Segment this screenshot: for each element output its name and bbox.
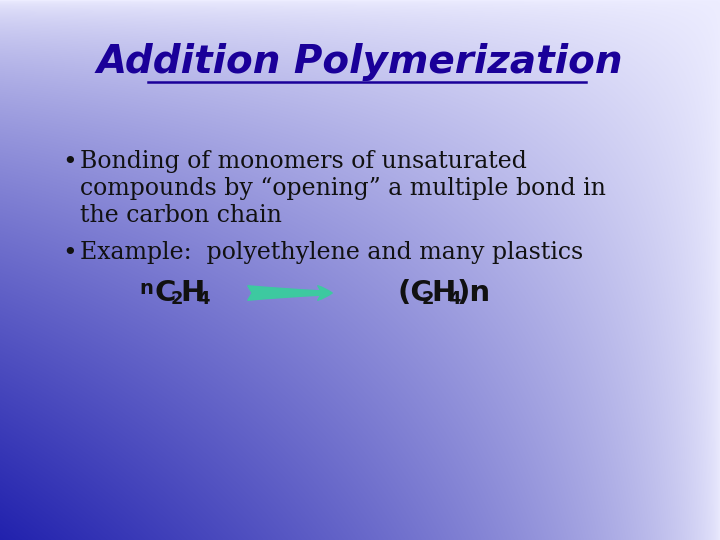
Text: Bonding of monomers of unsaturated: Bonding of monomers of unsaturated xyxy=(80,150,527,173)
Text: H: H xyxy=(180,279,204,307)
Text: 4: 4 xyxy=(197,290,210,308)
Text: •: • xyxy=(62,241,77,265)
Text: 2: 2 xyxy=(171,290,184,308)
Text: compounds by “opening” a multiple bond in: compounds by “opening” a multiple bond i… xyxy=(80,177,606,200)
Text: Addition Polymerization: Addition Polymerization xyxy=(96,43,624,81)
Text: the carbon chain: the carbon chain xyxy=(80,204,282,227)
Text: H: H xyxy=(431,279,455,307)
Text: )n: )n xyxy=(457,279,491,307)
Text: 2: 2 xyxy=(422,290,434,308)
Text: •: • xyxy=(62,150,77,174)
Text: C: C xyxy=(155,279,176,307)
Text: (C: (C xyxy=(398,279,433,307)
Text: n: n xyxy=(139,280,153,299)
Text: Example:  polyethylene and many plastics: Example: polyethylene and many plastics xyxy=(80,241,583,264)
Text: 4: 4 xyxy=(448,290,461,308)
